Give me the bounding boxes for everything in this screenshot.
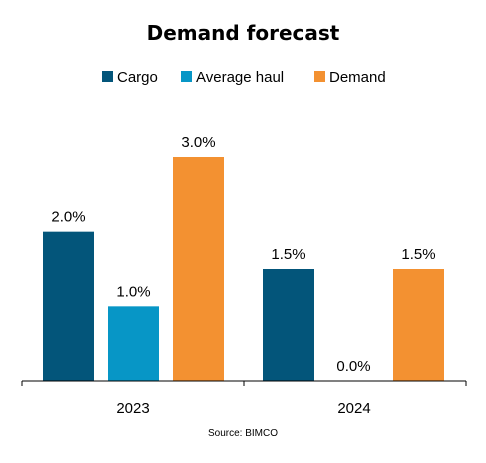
legend-swatch-cargo bbox=[102, 71, 113, 82]
data-label-average-haul-2023: 1.0% bbox=[116, 283, 150, 300]
bar-cargo-2024 bbox=[263, 269, 314, 381]
data-label-cargo-2023: 2.0% bbox=[51, 209, 85, 226]
bar-demand-2024 bbox=[393, 269, 444, 381]
data-label-demand-2024: 1.5% bbox=[401, 246, 435, 263]
source-note: Source: BIMCO bbox=[208, 428, 278, 439]
chart-title: Demand forecast bbox=[147, 21, 340, 45]
legend: Cargo Average haul Demand bbox=[102, 69, 386, 86]
data-labels: 2.0% 1.0% 3.0% 1.5% 0.0% 1.5% bbox=[51, 134, 435, 375]
legend-label-average-haul: Average haul bbox=[196, 69, 284, 86]
x-tick-label-2023: 2023 bbox=[116, 400, 149, 417]
bars bbox=[43, 157, 444, 381]
x-tick-label-2024: 2024 bbox=[337, 400, 370, 417]
legend-label-cargo: Cargo bbox=[117, 69, 158, 86]
data-label-average-haul-2024: 0.0% bbox=[336, 358, 370, 375]
legend-swatch-average-haul bbox=[181, 71, 192, 82]
bar-average-haul-2023 bbox=[108, 306, 159, 381]
legend-swatch-demand bbox=[314, 71, 325, 82]
data-label-cargo-2024: 1.5% bbox=[271, 246, 305, 263]
data-label-demand-2023: 3.0% bbox=[181, 134, 215, 151]
bar-cargo-2023 bbox=[43, 231, 94, 381]
bar-demand-2023 bbox=[173, 157, 224, 381]
legend-label-demand: Demand bbox=[329, 69, 386, 86]
